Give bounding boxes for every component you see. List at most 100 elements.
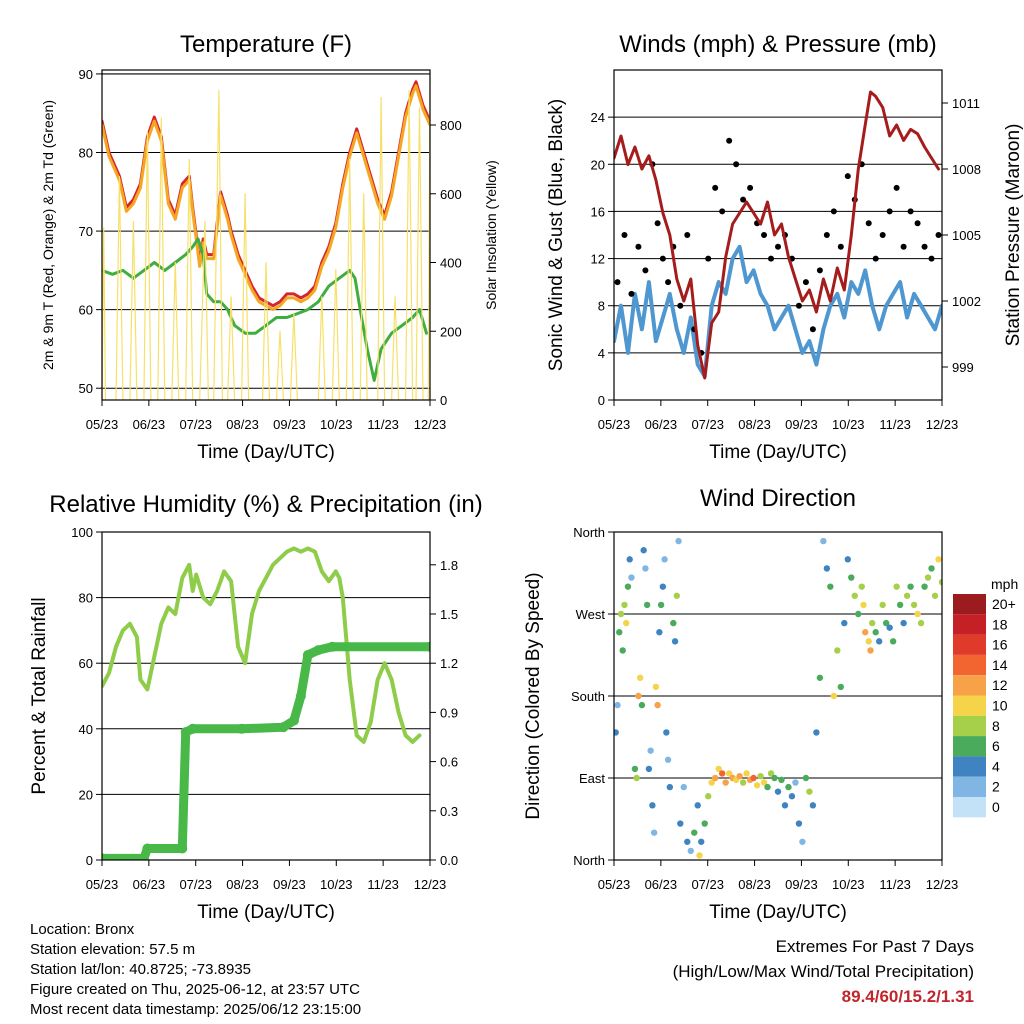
x-tick-label: 10/23 <box>320 877 353 892</box>
direction-point <box>614 701 621 709</box>
direction-point <box>715 765 722 773</box>
direction-point <box>806 788 813 795</box>
direction-point <box>893 583 900 590</box>
direction-point <box>907 583 914 590</box>
direction-point <box>795 820 803 827</box>
x-tick-label: 05/23 <box>86 877 119 892</box>
direction-point <box>652 683 660 691</box>
direction-point <box>931 592 939 599</box>
y-axis-label: 2m & 9m T (Red, Orange) & 2m Td (Green) <box>40 100 56 370</box>
direction-point <box>799 838 806 845</box>
point-gust <box>665 279 672 286</box>
point-gust <box>677 302 684 309</box>
direction-point <box>792 779 799 786</box>
point-gust <box>705 255 712 262</box>
y-tick-label: 40 <box>79 722 93 737</box>
extremes-values: 89.4/60/15.2/1.31 <box>841 987 974 1006</box>
extremes-info: Extremes For Past 7 Days (High/Low/Max W… <box>673 934 974 1009</box>
y-tick-label: South <box>571 689 605 704</box>
direction-point <box>649 802 656 809</box>
point-total-rainfall <box>138 853 149 860</box>
x-tick-label: 10/23 <box>832 417 865 432</box>
direction-point <box>664 756 672 763</box>
point-gust <box>879 232 886 238</box>
location-text: Location: Bronx <box>30 921 135 938</box>
y-axis-label: Direction (Colored By Speed) <box>523 572 544 819</box>
y2-tick-label: 0.9 <box>440 705 458 720</box>
direction-point <box>914 610 921 618</box>
x-tick-label: 05/23 <box>86 417 119 432</box>
latlon-text: Station lat/lon: 40.8725; -73.8935 <box>30 961 252 978</box>
y-tick-label: North <box>573 853 605 868</box>
legend-label: 10 <box>992 698 1008 714</box>
legend-label: 6 <box>992 738 1000 754</box>
series-station-pressure <box>614 90 940 380</box>
chart-panel-3: Relative Humidity (%) & Precipitation (i… <box>29 491 483 923</box>
point-gust <box>844 173 851 180</box>
series-rh <box>102 546 422 744</box>
legend-swatch <box>953 797 986 818</box>
legend-swatch <box>953 756 986 777</box>
point-gust <box>809 326 816 333</box>
direction-point <box>841 619 848 627</box>
direction-point <box>670 619 677 627</box>
point-total-rainfall <box>313 645 324 656</box>
x-tick-label: 06/23 <box>133 417 166 432</box>
direction-point <box>718 770 726 777</box>
y-tick-label: 60 <box>79 656 93 671</box>
y2-tick-label: 600 <box>440 187 462 202</box>
direction-point <box>647 747 654 754</box>
x-tick-label: 07/23 <box>691 877 724 892</box>
point-total-rainfall <box>142 843 153 854</box>
y2-tick-label: 1008 <box>952 162 981 177</box>
chart-panel-4: Wind Direction North East South West North 05/… <box>523 485 1018 923</box>
created-text: Figure created on Thu, 2025-06-12, at 23… <box>30 981 360 998</box>
direction-point <box>636 674 644 681</box>
point-gust <box>712 184 719 191</box>
direction-point <box>882 619 890 627</box>
direction-point <box>830 692 838 700</box>
direction-point <box>691 829 698 836</box>
direction-point <box>619 647 626 654</box>
series-2m-td <box>102 237 428 382</box>
point-gust <box>740 196 747 203</box>
point-gust <box>837 243 844 250</box>
y-axis-label: Sonic Wind & Gust (Blue, Black) <box>546 99 567 371</box>
x-tick-label: 09/23 <box>785 877 818 892</box>
x-axis-label: Time (Day/UTC) <box>709 902 847 923</box>
direction-point <box>642 565 649 572</box>
x-tick-label: 09/23 <box>273 877 306 892</box>
chart-panel-2: Winds (mph) & Pressure (mb) 0 4 8 12 16 20 24 99… <box>546 31 1024 463</box>
chart-panel-1: Temperature (F) 50 60 70 80 90 0 200 400 600 800 05… <box>40 31 499 463</box>
x-tick-label: 05/23 <box>598 417 631 432</box>
y2-tick-label: 1002 <box>952 294 981 309</box>
direction-point <box>698 838 705 845</box>
direction-point <box>743 770 750 777</box>
direction-point <box>684 838 691 845</box>
point-gust <box>654 220 661 227</box>
direction-point <box>656 629 663 636</box>
point-gust <box>775 243 781 250</box>
direction-point <box>886 624 893 631</box>
point-gust <box>659 255 666 262</box>
direction-point <box>928 565 935 572</box>
direction-point <box>722 779 729 786</box>
point-total-rainfall <box>288 715 299 726</box>
chart-title: Winds (mph) & Pressure (mb) <box>619 31 936 58</box>
point-total-rainfall <box>302 650 313 660</box>
point-total-rainfall <box>187 723 198 734</box>
y-tick-label: 60 <box>79 303 93 318</box>
point-gust <box>761 232 768 238</box>
y-tick-label: North <box>573 525 605 540</box>
y2-tick-label: 0.0 <box>440 853 458 868</box>
legend-swatch <box>953 715 986 737</box>
extremes-subtitle: (High/Low/Max Wind/Total Precipitation) <box>672 962 974 981</box>
direction-point <box>757 772 764 780</box>
direction-point <box>788 793 796 800</box>
direction-point <box>663 729 670 736</box>
y2-tick-label: 1.5 <box>440 607 458 622</box>
point-total-rainfall <box>102 853 107 860</box>
legend-swatch <box>953 614 986 635</box>
y2-tick-label: 0.6 <box>440 755 458 770</box>
